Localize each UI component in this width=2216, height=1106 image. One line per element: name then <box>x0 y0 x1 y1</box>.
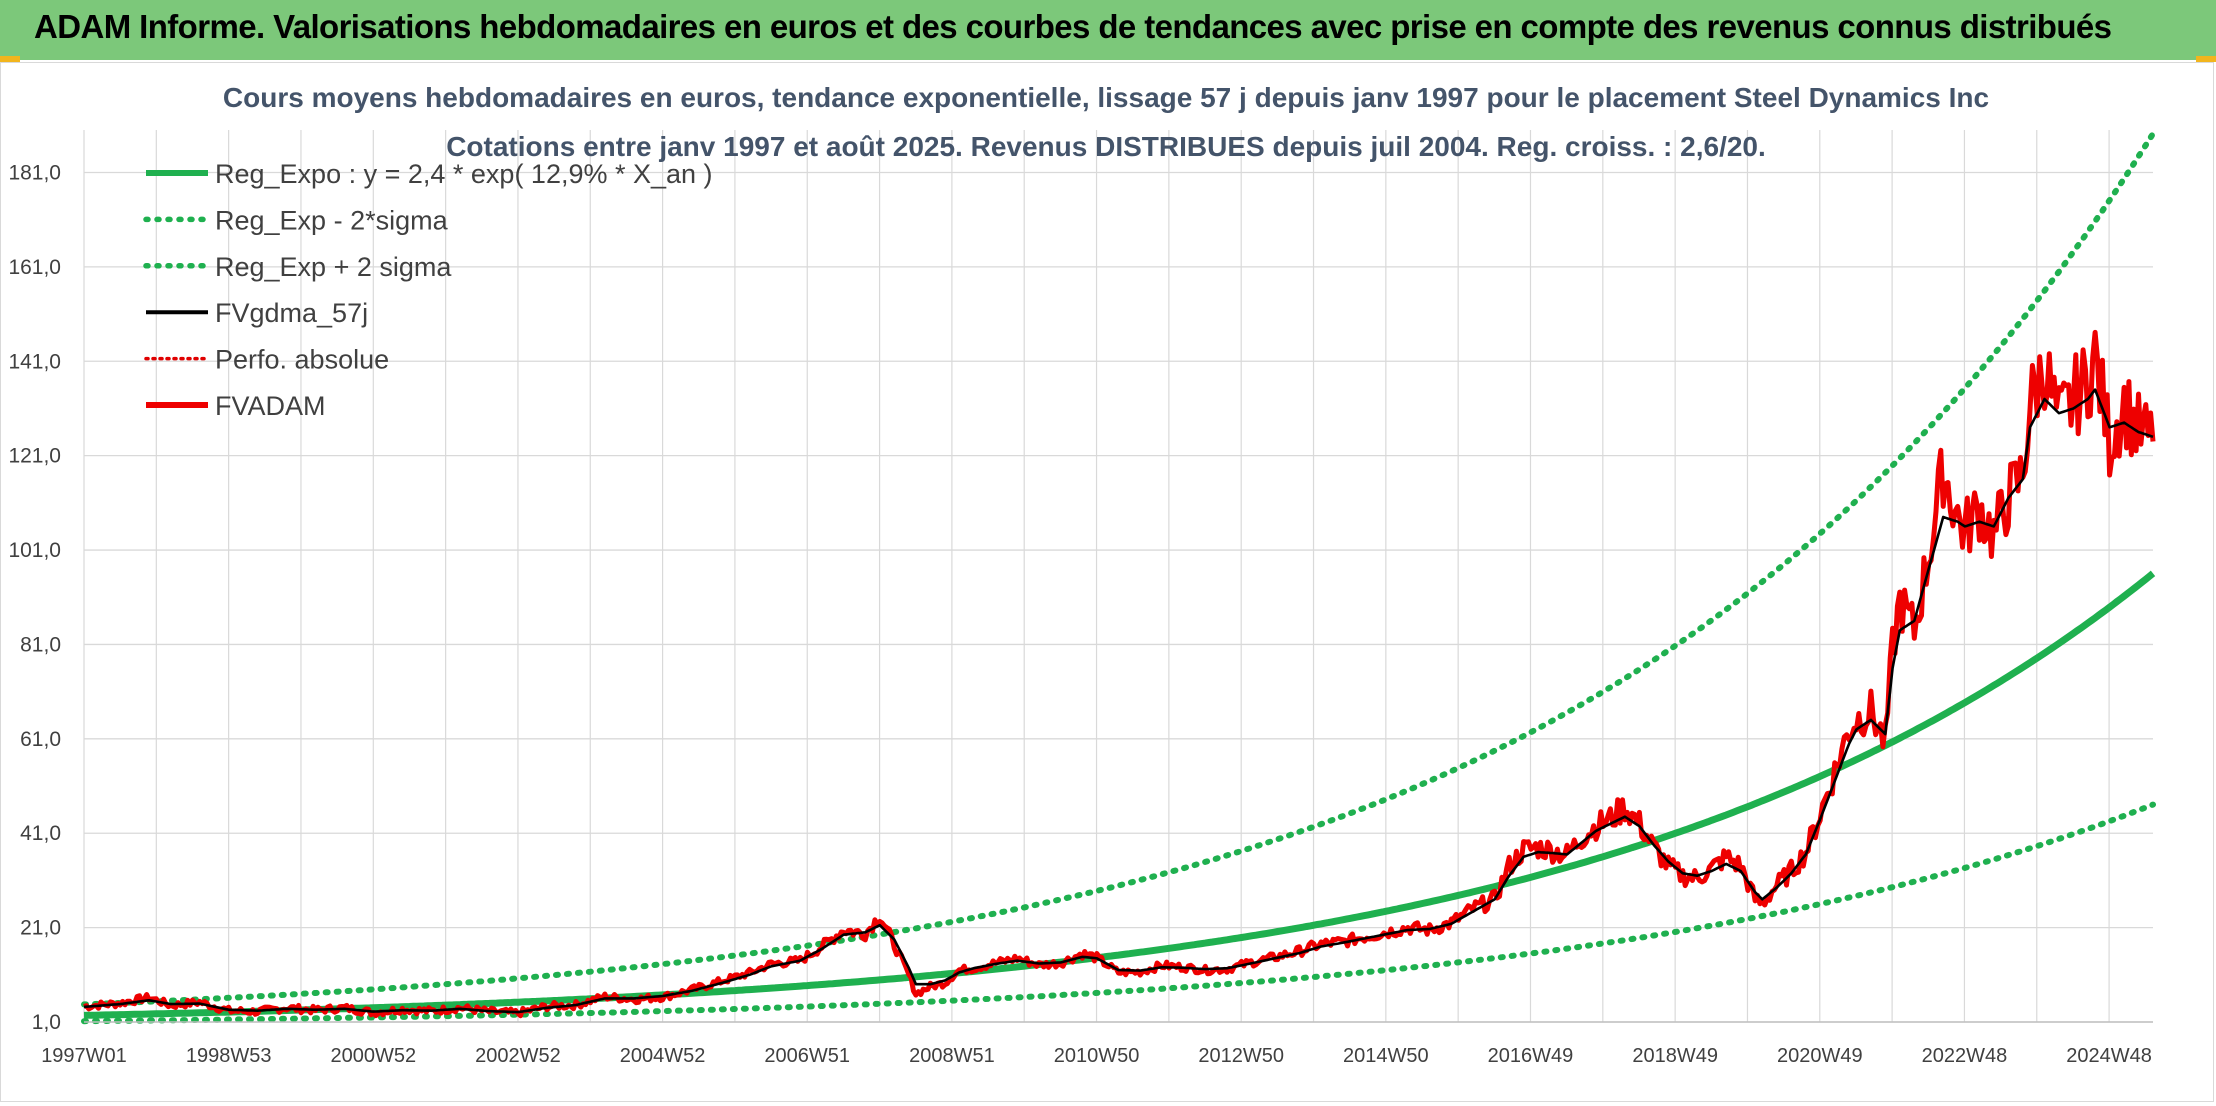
x-tick-label: 2024W48 <box>2066 1045 2152 1067</box>
chart-title-line: Cotations entre janv 1997 et août 2025. … <box>446 131 1766 162</box>
legend-label: FVgdma_57j <box>215 298 368 328</box>
banner-corner-left <box>0 56 20 62</box>
y-tick-label: 61,0 <box>20 728 61 751</box>
banner-title: ADAM Informe. Valorisations hebdomadaire… <box>34 8 2112 45</box>
legend-item: Perfo. absolue <box>144 345 389 375</box>
chart-title-line: Cours moyens hebdomadaires en euros, ten… <box>223 82 1989 113</box>
legend-item: FVgdma_57j <box>146 298 368 328</box>
y-tick-label: 81,0 <box>20 633 61 656</box>
x-tick-label: 2000W52 <box>330 1045 416 1067</box>
y-tick-label: 41,0 <box>20 822 61 845</box>
banner-corner-right <box>2196 56 2216 62</box>
series-fvadam-line <box>83 329 2156 1019</box>
y-tick-label: 1,0 <box>32 1011 61 1034</box>
legend-label: Perfo. absolue <box>215 345 389 375</box>
y-tick-label: 101,0 <box>8 539 61 562</box>
y-tick-label: 141,0 <box>8 350 61 373</box>
x-tick-label: 1997W01 <box>41 1045 127 1067</box>
report-banner: ADAM Informe. Valorisations hebdomadaire… <box>0 0 2216 60</box>
x-tick-label: 2002W52 <box>475 1045 561 1067</box>
x-tick-label: 2016W49 <box>1488 1045 1574 1067</box>
x-tick-label: 1998W53 <box>186 1045 272 1067</box>
y-tick-label: 21,0 <box>20 917 61 940</box>
x-tick-label: 2008W51 <box>909 1045 995 1067</box>
legend-label: Reg_Exp + 2 sigma <box>215 252 452 282</box>
x-tick-label: 2014W50 <box>1343 1045 1429 1067</box>
legend-item: Reg_Exp - 2*sigma <box>143 205 449 235</box>
legend-item: FVADAM <box>146 391 326 421</box>
lower-band-line <box>81 801 2156 1025</box>
y-tick-label: 161,0 <box>8 256 61 279</box>
chart-frame: Cours moyens hebdomadaires en euros, ten… <box>0 62 2214 1102</box>
x-tick-label: 2018W49 <box>1632 1045 1718 1067</box>
legend-label: Reg_Expo : y = 2,4 * exp( 12,9% * X_an ) <box>215 159 713 189</box>
y-tick-label: 181,0 <box>8 161 61 184</box>
x-tick-label: 2006W51 <box>764 1045 850 1067</box>
line-chart: Cours moyens hebdomadaires en euros, ten… <box>8 82 2156 1067</box>
x-tick-label: 2020W49 <box>1777 1045 1863 1067</box>
series-fvgdma-line <box>83 388 2154 1014</box>
x-tick-label: 2022W48 <box>1922 1045 2008 1067</box>
legend-item: Reg_Exp + 2 sigma <box>143 252 452 282</box>
x-tick-label: 2012W50 <box>1198 1045 1284 1067</box>
grid <box>83 130 2153 1023</box>
legend-item: Reg_Expo : y = 2,4 * exp( 12,9% * X_an ) <box>146 159 713 189</box>
legend-label: FVADAM <box>215 391 326 421</box>
axes: 1,0 21,0 41,0 61,0 81,0 101,0 121,0 141,0 161,0 1… <box>8 161 2153 1067</box>
series-layer <box>81 130 2156 1025</box>
legend-label: Reg_Exp - 2*sigma <box>215 205 449 235</box>
legend: Reg_Expo : y = 2,4 * exp( 12,9% * X_an )… <box>143 159 713 421</box>
upper-band-line <box>81 130 2156 1008</box>
chart-title: Cours moyens hebdomadaires en euros, ten… <box>223 82 1989 162</box>
x-tick-label: 2004W52 <box>620 1045 706 1067</box>
trend-line <box>83 570 2156 1019</box>
x-tick-label: 2010W50 <box>1054 1045 1140 1067</box>
y-tick-label: 121,0 <box>8 445 61 468</box>
